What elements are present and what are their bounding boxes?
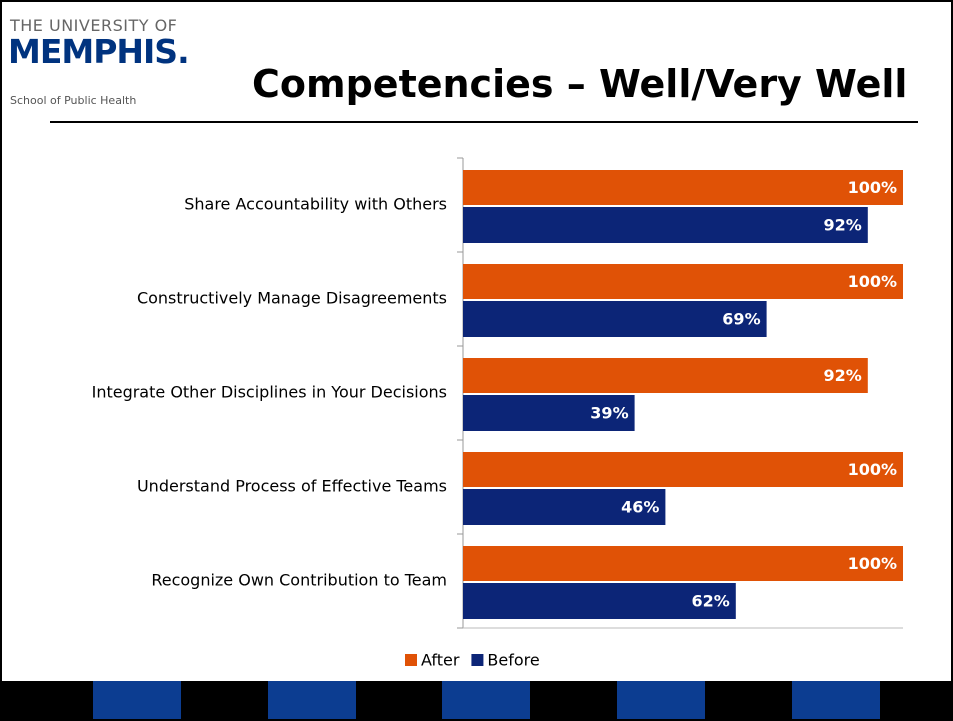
bar xyxy=(463,170,903,205)
data-label: 92% xyxy=(824,366,862,385)
data-label: 100% xyxy=(848,178,897,197)
y-tick-label: Integrate Other Disciplines in Your Deci… xyxy=(91,382,447,402)
logo-text: School of Public Health xyxy=(10,94,137,107)
data-label: 92% xyxy=(824,216,862,235)
data-label: 46% xyxy=(621,498,659,517)
data-label: 100% xyxy=(848,272,897,291)
data-label: 39% xyxy=(590,404,628,423)
bar xyxy=(463,452,903,487)
legend-label: Before xyxy=(487,651,539,670)
bar xyxy=(463,395,635,431)
footer-block xyxy=(268,681,356,719)
chart-title: Competencies – Well/Very Well xyxy=(252,62,908,106)
legend-swatch xyxy=(471,654,484,666)
y-tick-label: Understand Process of Effective Teams xyxy=(136,476,447,496)
data-label: 100% xyxy=(848,460,897,479)
logo-text: MEMPHIS. xyxy=(8,32,190,71)
footer-block xyxy=(617,681,705,719)
data-label: 62% xyxy=(692,592,730,611)
footer-block xyxy=(93,681,181,719)
data-label: 100% xyxy=(848,554,897,573)
bar xyxy=(463,358,868,393)
data-label: 69% xyxy=(722,310,760,329)
y-tick-label: Share Accountability with Others xyxy=(184,194,447,214)
bar xyxy=(463,207,868,243)
bar xyxy=(463,301,767,337)
bar xyxy=(463,583,736,619)
legend-swatch xyxy=(405,654,417,666)
legend-label: After xyxy=(421,651,460,670)
bar xyxy=(463,264,903,299)
y-tick-label: Recognize Own Contribution to Team xyxy=(151,570,447,590)
footer-block xyxy=(792,681,880,719)
y-tick-label: Constructively Manage Disagreements xyxy=(136,288,447,308)
logo-text: THE UNIVERSITY OF xyxy=(10,16,178,35)
footer-block xyxy=(442,681,530,719)
bar xyxy=(463,546,903,581)
bar xyxy=(463,489,666,525)
